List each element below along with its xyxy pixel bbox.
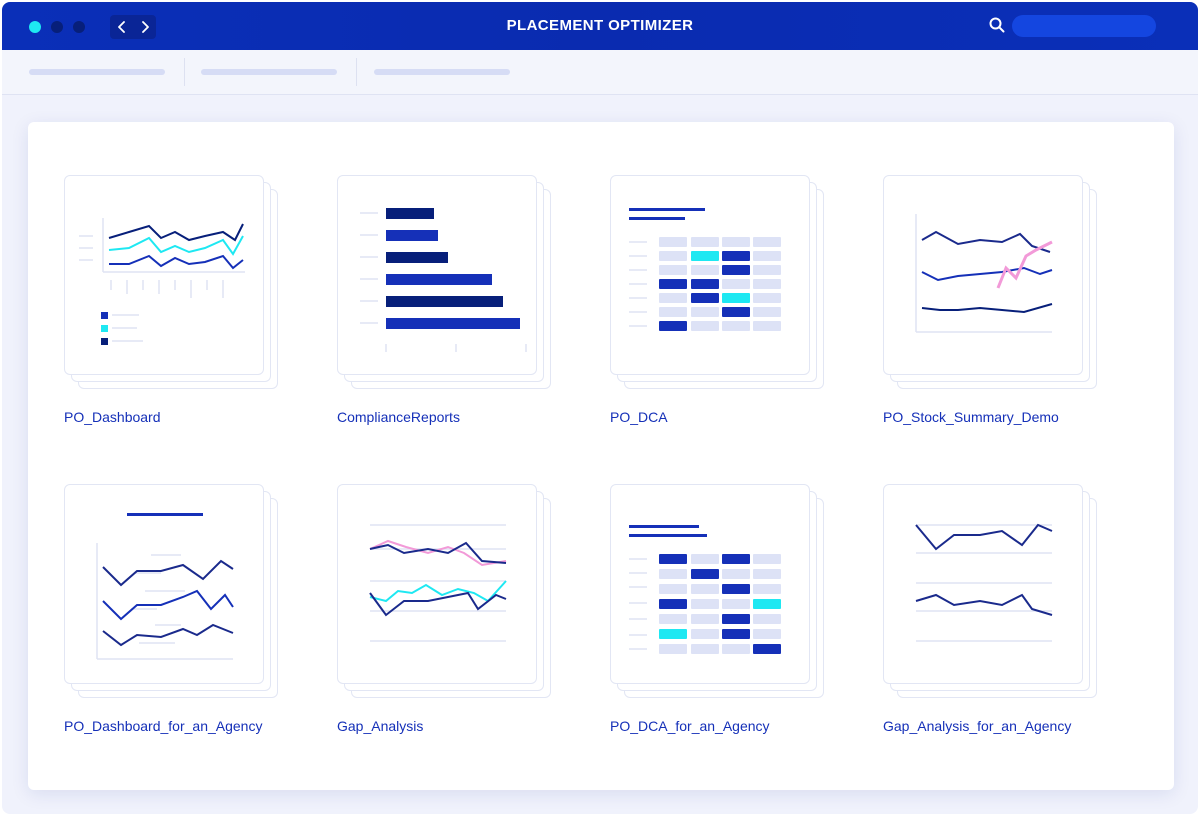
report-name[interactable]: Gap_Analysis_for_an_Agency (883, 718, 1072, 734)
report-name[interactable]: PO_Stock_Summary_Demo (883, 409, 1059, 425)
heatmap-grid-icon (629, 208, 781, 331)
line-chart-icon (915, 523, 1053, 642)
title-bar: PLACEMENT OPTIMIZER (2, 2, 1198, 50)
window-control-dot-cyan[interactable] (29, 21, 41, 33)
window-control-dot[interactable] (73, 21, 85, 33)
chevron-left-icon (117, 21, 125, 33)
bar-chart-icon (360, 208, 527, 352)
search-input[interactable] (1012, 15, 1156, 37)
forward-button[interactable] (133, 15, 156, 39)
report-thumbnail[interactable] (337, 484, 551, 700)
line-chart-icon (369, 524, 507, 642)
app-title: PLACEMENT OPTIMIZER (506, 17, 694, 34)
report-name[interactable]: ComplianceReports (337, 409, 460, 425)
window-control-dot[interactable] (51, 21, 63, 33)
toolbar-divider (184, 58, 185, 86)
report-name[interactable]: PO_DCA_for_an_Agency (610, 718, 770, 734)
report-thumbnail[interactable] (64, 175, 278, 391)
back-button[interactable] (110, 15, 133, 39)
toolbar-divider (356, 58, 357, 86)
report-thumbnail[interactable] (610, 484, 824, 700)
report-name[interactable]: PO_Dashboard (64, 409, 161, 425)
multi-line-chart-icon (79, 218, 245, 345)
report-name[interactable]: PO_Dashboard_for_an_Agency (64, 718, 263, 734)
search-icon[interactable] (988, 16, 1006, 34)
multi-line-chart-icon (96, 513, 234, 660)
report-name[interactable]: PO_DCA (610, 409, 668, 425)
chevron-right-icon (141, 21, 149, 33)
report-thumbnail[interactable] (883, 484, 1097, 700)
report-thumbnail[interactable] (64, 484, 278, 700)
toolbar-item[interactable] (374, 69, 510, 75)
report-name[interactable]: Gap_Analysis (337, 718, 424, 734)
report-thumbnail[interactable] (610, 175, 824, 391)
toolbar-item[interactable] (29, 69, 165, 75)
toolbar (2, 50, 1198, 95)
navigation-buttons (110, 15, 156, 39)
report-thumbnail[interactable] (883, 175, 1097, 391)
line-chart-icon (915, 214, 1053, 333)
toolbar-item[interactable] (201, 69, 337, 75)
heatmap-grid-icon (629, 525, 781, 654)
report-thumbnail[interactable] (337, 175, 551, 391)
report-gallery: PO_Dashboard (28, 122, 1174, 790)
